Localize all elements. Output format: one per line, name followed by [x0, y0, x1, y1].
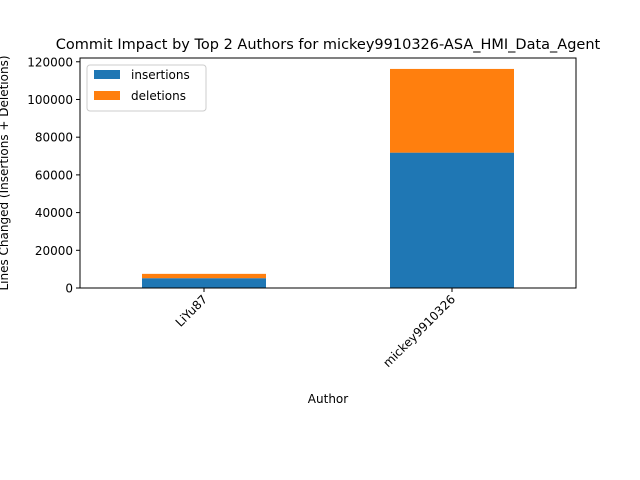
y-tick-label: 80000 — [35, 131, 73, 145]
bars-layer — [142, 68, 514, 288]
bar-deletions-mickey9910326 — [390, 68, 514, 153]
legend-label-insertions: insertions — [131, 68, 190, 82]
y-axis-label: Lines Changed (Insertions + Deletions) — [0, 55, 11, 290]
y-tick-label: 100000 — [27, 93, 73, 107]
bar-deletions-LiYu87 — [142, 273, 266, 279]
legend-swatch-insertions — [94, 70, 120, 79]
y-tick-label: 0 — [65, 282, 73, 296]
y-tick-label: 40000 — [35, 206, 73, 220]
x-tick-label: mickey9910326 — [380, 292, 458, 370]
legend-label-deletions: deletions — [131, 89, 186, 103]
bar-insertions-mickey9910326 — [390, 152, 514, 288]
x-axis: LiYu87 mickey9910326 — [173, 288, 458, 370]
bar-insertions-LiYu87 — [142, 278, 266, 288]
y-tick-label: 60000 — [35, 168, 73, 182]
x-tick-label: LiYu87 — [173, 292, 210, 329]
legend: insertions deletions — [86, 64, 207, 112]
y-tick-label: 20000 — [35, 244, 73, 258]
legend-swatch-deletions — [94, 91, 120, 100]
x-axis-label: Author — [308, 392, 348, 406]
y-axis: 0 20000 40000 60000 80000 100000 120000 — [27, 55, 80, 296]
chart-title: Commit Impact by Top 2 Authors for micke… — [56, 37, 601, 53]
y-tick-label: 120000 — [27, 55, 73, 69]
plot-frame — [79, 57, 577, 289]
